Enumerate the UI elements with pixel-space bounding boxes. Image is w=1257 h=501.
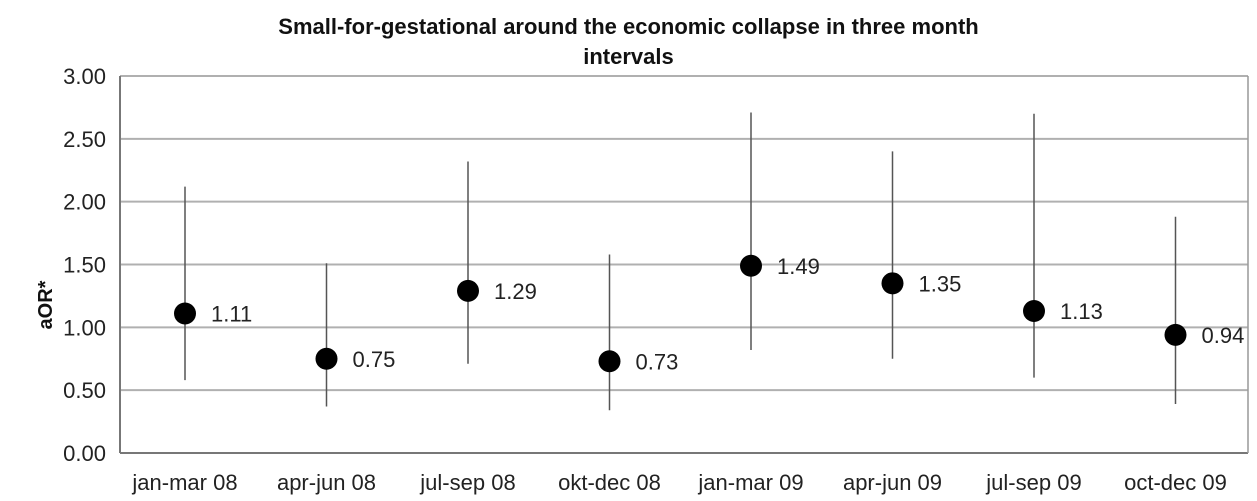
- y-tick-label: 0.00: [63, 441, 106, 466]
- y-tick-label: 0.50: [63, 378, 106, 403]
- y-tick-label: 2.00: [63, 190, 106, 215]
- error-bars: [184, 112, 1177, 411]
- y-tick-label: 2.50: [63, 127, 106, 152]
- x-category-label: apr-jun 08: [277, 470, 376, 495]
- data-label: 1.11: [211, 302, 252, 327]
- y-axis-label: aOR*: [35, 280, 57, 329]
- data-label: 1.29: [494, 279, 537, 304]
- y-tick-labels: 0.00 0.50 1.00 1.50 2.00 2.50 3.00: [63, 64, 106, 466]
- data-label: 1.49: [777, 254, 820, 279]
- y-tick-label: 1.50: [63, 253, 106, 278]
- x-category-labels: jan-mar 08 apr-jun 08 jul-sep 08 okt-dec 08…: [131, 470, 1226, 495]
- data-point: [1023, 299, 1045, 322]
- axes: [119, 76, 1249, 454]
- data-label: 1.35: [919, 271, 962, 296]
- data-label: 0.73: [636, 349, 679, 374]
- data-point: [881, 272, 904, 295]
- x-category-label: apr-jun 09: [843, 470, 942, 495]
- data-point: [1164, 323, 1187, 346]
- x-category-label: oct-dec 09: [1124, 470, 1227, 495]
- x-category-label: jul-sep 08: [419, 470, 515, 495]
- data-point: [315, 347, 338, 370]
- grid-lines: [120, 75, 1248, 392]
- y-tick-label: 1.00: [63, 315, 106, 340]
- data-point: [174, 302, 196, 325]
- data-label: 1.13: [1060, 299, 1103, 324]
- data-point: [598, 350, 621, 373]
- data-point: [457, 279, 479, 302]
- chart-title-line1: Small-for-gestational around the economi…: [278, 14, 979, 39]
- x-category-label: okt-dec 08: [558, 470, 661, 495]
- x-category-label: jan-mar 09: [697, 470, 803, 495]
- x-category-label: jul-sep 09: [985, 470, 1081, 495]
- chart-title-line2: intervals: [583, 44, 674, 69]
- data-label: 0.75: [353, 347, 396, 372]
- value-labels: 1.11 0.75 1.29 0.73 1.49 1.35 1.13 0.94: [211, 254, 1244, 375]
- data-point: [740, 254, 762, 277]
- x-category-label: jan-mar 08: [131, 470, 237, 495]
- data-label: 0.94: [1202, 323, 1245, 348]
- y-tick-label: 3.00: [63, 64, 106, 89]
- data-points: [174, 254, 1187, 373]
